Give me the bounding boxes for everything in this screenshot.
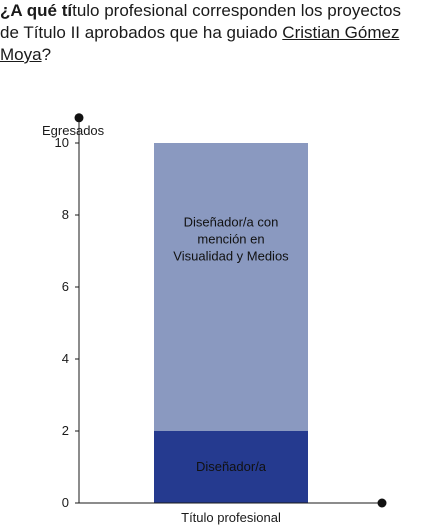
segment-label-2-line-1: Diseñador/a con	[184, 214, 279, 229]
bar-segment-2	[154, 143, 308, 431]
y-tick-label-4: 4	[62, 351, 69, 366]
x-axis-title: Título profesional	[181, 510, 281, 525]
y-axis-title: Egresados	[42, 123, 105, 138]
y-tick-label-2: 2	[62, 423, 69, 438]
advisor-link[interactable]: Cristian Gómez Moya	[0, 23, 400, 64]
bar-segment-1	[154, 431, 308, 503]
segment-label-2-line-3: Visualidad y Medios	[173, 248, 289, 263]
y-tick-label-6: 6	[62, 279, 69, 294]
question-text: tulo profesional corresponden los proyec…	[0, 1, 401, 42]
y-axis-end-dot	[74, 113, 84, 123]
question-prefix: ¿A qué tí	[0, 1, 73, 20]
segment-label-1-line-1: Diseñador/a	[196, 459, 267, 474]
y-tick-label-0: 0	[62, 495, 69, 510]
chart-question: ¿A qué título profesional corresponden l…	[0, 0, 421, 66]
segment-label-2-line-2: mención en	[197, 231, 264, 246]
y-tick-label-10: 10	[55, 135, 69, 150]
x-axis-end-dot	[377, 498, 387, 508]
y-tick-label-8: 8	[62, 207, 69, 222]
question-suffix: ?	[41, 45, 52, 64]
